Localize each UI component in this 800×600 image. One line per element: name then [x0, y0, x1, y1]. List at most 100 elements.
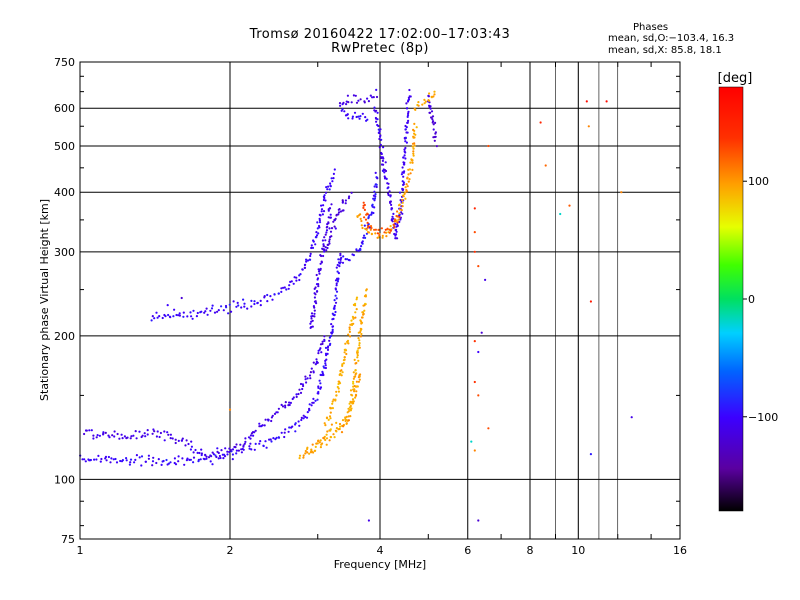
echo-point [402, 171, 405, 174]
echo-point [204, 454, 207, 457]
echo-point [290, 280, 293, 283]
echo-point [406, 115, 409, 118]
echo-point [343, 351, 346, 354]
echo-point [310, 312, 314, 315]
echo-point [352, 380, 355, 383]
echo-point [381, 159, 384, 162]
echo-point [190, 445, 193, 448]
echo-point [298, 388, 301, 391]
y-tick-label: 200 [54, 330, 75, 343]
echo-point [133, 461, 136, 464]
echo-point [151, 432, 154, 435]
echo-point [271, 298, 274, 301]
echo-point [340, 256, 343, 259]
echo-point [125, 459, 128, 462]
echo-point [399, 199, 402, 202]
echo-point [355, 101, 359, 104]
echo-point [344, 342, 347, 345]
echo-point [265, 446, 268, 449]
echo-point [298, 424, 301, 427]
echo-point [322, 436, 325, 440]
echo-point [329, 411, 332, 414]
echo-point [347, 407, 350, 410]
echo-point [402, 183, 405, 186]
echo-point [322, 210, 326, 213]
echo-point [337, 213, 340, 216]
echo-point [357, 337, 360, 340]
echo-point [342, 359, 345, 362]
echo-point [240, 448, 243, 451]
echo-point [173, 308, 176, 311]
echo-point [408, 88, 411, 92]
echo-point [298, 278, 301, 282]
echo-point [323, 435, 326, 438]
colorbar-tick-label: 0 [748, 293, 755, 306]
echo-point [228, 447, 231, 450]
echo-point [140, 455, 144, 458]
echo-point [270, 419, 273, 423]
echo-point [369, 228, 372, 231]
echo-point [184, 444, 187, 447]
echo-point [333, 313, 336, 316]
echo-point [406, 114, 410, 117]
echo-point [335, 421, 338, 424]
echo-point [249, 442, 252, 445]
echo-point [354, 362, 357, 365]
echo-point [295, 279, 298, 282]
echo-point [329, 342, 332, 345]
echo-point [325, 249, 328, 252]
echo-point [396, 221, 399, 224]
echo-point [303, 266, 307, 269]
echo-point [242, 298, 245, 301]
echo-point [339, 425, 342, 428]
echo-point [169, 461, 172, 464]
echo-point [231, 458, 234, 461]
echo-point [305, 381, 308, 384]
echo-point [319, 386, 323, 389]
echo-point [397, 204, 401, 207]
echo-point [329, 184, 332, 187]
echo-point [341, 364, 344, 367]
echo-point [354, 316, 357, 319]
echo-point [423, 98, 426, 101]
echo-point [367, 231, 371, 234]
echo-point [104, 431, 107, 434]
echo-point [313, 296, 316, 299]
y-tick-label: 75 [61, 533, 75, 546]
echo-point [243, 302, 246, 305]
echo-point [125, 457, 128, 460]
echo-point [335, 430, 338, 433]
echo-point [340, 431, 344, 434]
echo-point [319, 267, 322, 270]
echo-point [359, 115, 362, 118]
echo-point [331, 312, 334, 315]
y-tick-label: 500 [54, 140, 75, 153]
echo-point [355, 390, 358, 393]
echo-point [249, 437, 252, 440]
echo-point [258, 422, 261, 425]
echo-point [330, 177, 333, 180]
echo-point [401, 198, 404, 202]
echo-point [348, 328, 351, 331]
echo-point [339, 210, 342, 213]
echo-point [95, 458, 98, 461]
echo-point [328, 227, 331, 230]
echo-point [364, 218, 368, 221]
echo-point [325, 231, 328, 234]
echo-point [126, 436, 129, 439]
echo-point [354, 396, 357, 399]
echo-point [295, 395, 298, 398]
echo-point [331, 328, 334, 331]
sparse-echo-point [559, 212, 562, 216]
echo-point [337, 272, 340, 275]
echo-point [256, 301, 259, 304]
echo-point [396, 223, 399, 226]
echo-point [85, 429, 88, 432]
echo-point [355, 298, 358, 301]
echo-point [284, 406, 287, 409]
echo-point [372, 194, 375, 197]
echo-point [253, 448, 256, 451]
echo-point [352, 317, 355, 320]
echo-point [326, 352, 329, 355]
echo-point [243, 305, 246, 308]
